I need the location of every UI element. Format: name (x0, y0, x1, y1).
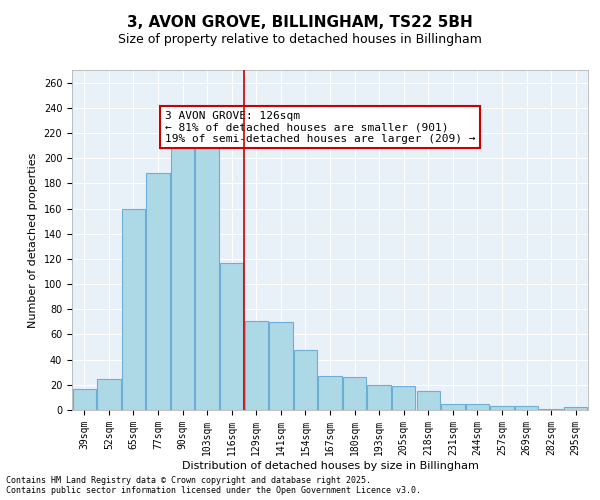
Text: 3, AVON GROVE, BILLINGHAM, TS22 5BH: 3, AVON GROVE, BILLINGHAM, TS22 5BH (127, 15, 473, 30)
Text: Contains HM Land Registry data © Crown copyright and database right 2025.
Contai: Contains HM Land Registry data © Crown c… (6, 476, 421, 495)
Bar (392, 386, 415, 410)
Y-axis label: Number of detached properties: Number of detached properties (28, 152, 38, 328)
Bar (220, 262, 244, 410)
Bar (515, 406, 538, 410)
Bar (294, 350, 317, 410)
Bar (196, 140, 219, 410)
Bar (146, 174, 170, 410)
Bar (367, 385, 391, 410)
Text: 3 AVON GROVE: 126sqm
← 81% of detached houses are smaller (901)
19% of semi-deta: 3 AVON GROVE: 126sqm ← 81% of detached h… (165, 111, 475, 144)
Bar (171, 142, 194, 410)
Bar (343, 378, 366, 410)
Bar (269, 322, 293, 410)
Bar (466, 404, 489, 410)
Bar (416, 391, 440, 410)
Bar (97, 378, 121, 410)
Bar (73, 388, 96, 410)
Bar (319, 376, 341, 410)
Bar (122, 208, 145, 410)
Bar (564, 408, 587, 410)
Bar (245, 320, 268, 410)
Text: Size of property relative to detached houses in Billingham: Size of property relative to detached ho… (118, 32, 482, 46)
Bar (539, 408, 563, 410)
Bar (441, 404, 464, 410)
Bar (490, 406, 514, 410)
X-axis label: Distribution of detached houses by size in Billingham: Distribution of detached houses by size … (182, 460, 478, 470)
